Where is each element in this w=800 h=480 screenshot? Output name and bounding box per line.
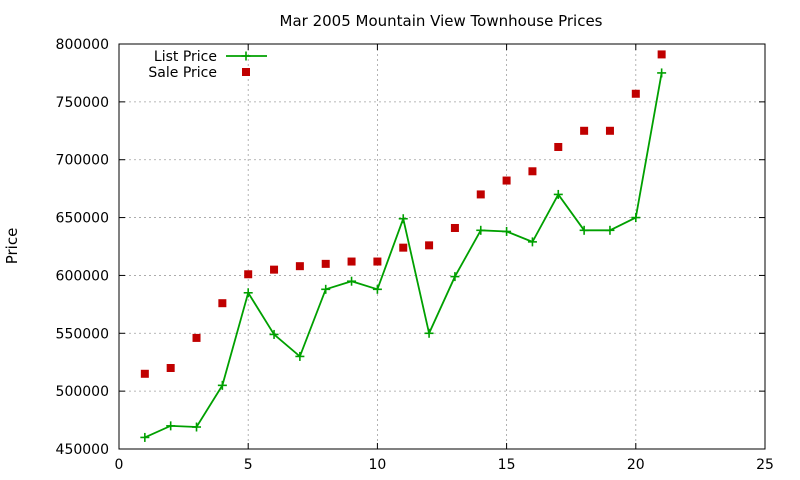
tick-labels: 0 5 10 15 20 25 450000 500000 550000 600000 650000…: [56, 37, 774, 473]
data-point: [580, 126, 589, 135]
x-tick-label: 0: [115, 457, 124, 473]
data-point: [140, 432, 150, 442]
data-point: [269, 329, 279, 339]
x-tick-label: 5: [244, 457, 253, 473]
y-tick-label: 750000: [56, 95, 109, 111]
legend-marker: [242, 68, 250, 76]
y-tick-label: 550000: [56, 326, 109, 342]
data-point: [295, 262, 304, 271]
data-point: [527, 237, 537, 247]
y-tick-label: 500000: [56, 384, 109, 400]
data-point: [579, 225, 589, 235]
x-tick-label: 15: [498, 457, 516, 473]
data-point: [166, 421, 176, 431]
axis-ticks: [118, 43, 766, 450]
data-point: [244, 270, 253, 279]
data-point: [192, 333, 201, 342]
data-point: [140, 369, 149, 378]
plot-frame: [118, 43, 766, 450]
data-point: [398, 214, 408, 224]
data-point: [631, 213, 641, 223]
chart-title: Mar 2005 Mountain View Townhouse Prices: [280, 12, 603, 30]
data-point: [450, 272, 460, 282]
data-point: [553, 189, 563, 199]
data-point: [657, 50, 666, 59]
data-point: [502, 226, 512, 236]
data-point: [502, 176, 511, 185]
data-point: [321, 259, 330, 268]
data-point: [372, 284, 382, 294]
data-point: [373, 257, 382, 266]
data-point: [476, 190, 485, 199]
x-tick-label: 20: [627, 457, 645, 473]
legend-marker: [241, 51, 251, 61]
y-tick-label: 450000: [56, 442, 109, 458]
data-point: [450, 223, 459, 232]
x-tick-label: 10: [368, 457, 386, 473]
data-point: [605, 126, 614, 135]
series-0: [140, 68, 667, 442]
data-point: [321, 284, 331, 294]
data-point: [166, 364, 175, 372]
y-tick-label: 700000: [56, 153, 109, 169]
data-point: [347, 276, 357, 286]
data-point: [399, 243, 408, 252]
data-point: [243, 288, 253, 298]
data-point: [528, 167, 537, 176]
grid: [119, 44, 765, 449]
data-point: [476, 225, 486, 235]
series-1: [140, 50, 666, 378]
data-point: [605, 225, 615, 235]
data-point: [424, 328, 434, 338]
y-tick-label: 800000: [56, 37, 109, 53]
x-tick-label: 25: [756, 457, 774, 473]
data-point: [192, 422, 202, 432]
y-tick-label: 600000: [56, 268, 109, 284]
data-point: [554, 142, 563, 151]
data-point: [347, 257, 356, 266]
data-point: [270, 265, 279, 274]
series-layer: [140, 50, 667, 442]
legend-label: Sale Price: [148, 65, 217, 81]
legend-label: List Price: [154, 49, 217, 65]
data-point: [295, 351, 305, 361]
data-point: [631, 89, 640, 98]
y-tick-label: 650000: [56, 211, 109, 227]
data-point: [425, 241, 434, 250]
y-axis-label: Price: [3, 228, 21, 265]
data-point: [657, 68, 667, 78]
data-point: [217, 380, 227, 390]
data-point: [218, 299, 227, 308]
